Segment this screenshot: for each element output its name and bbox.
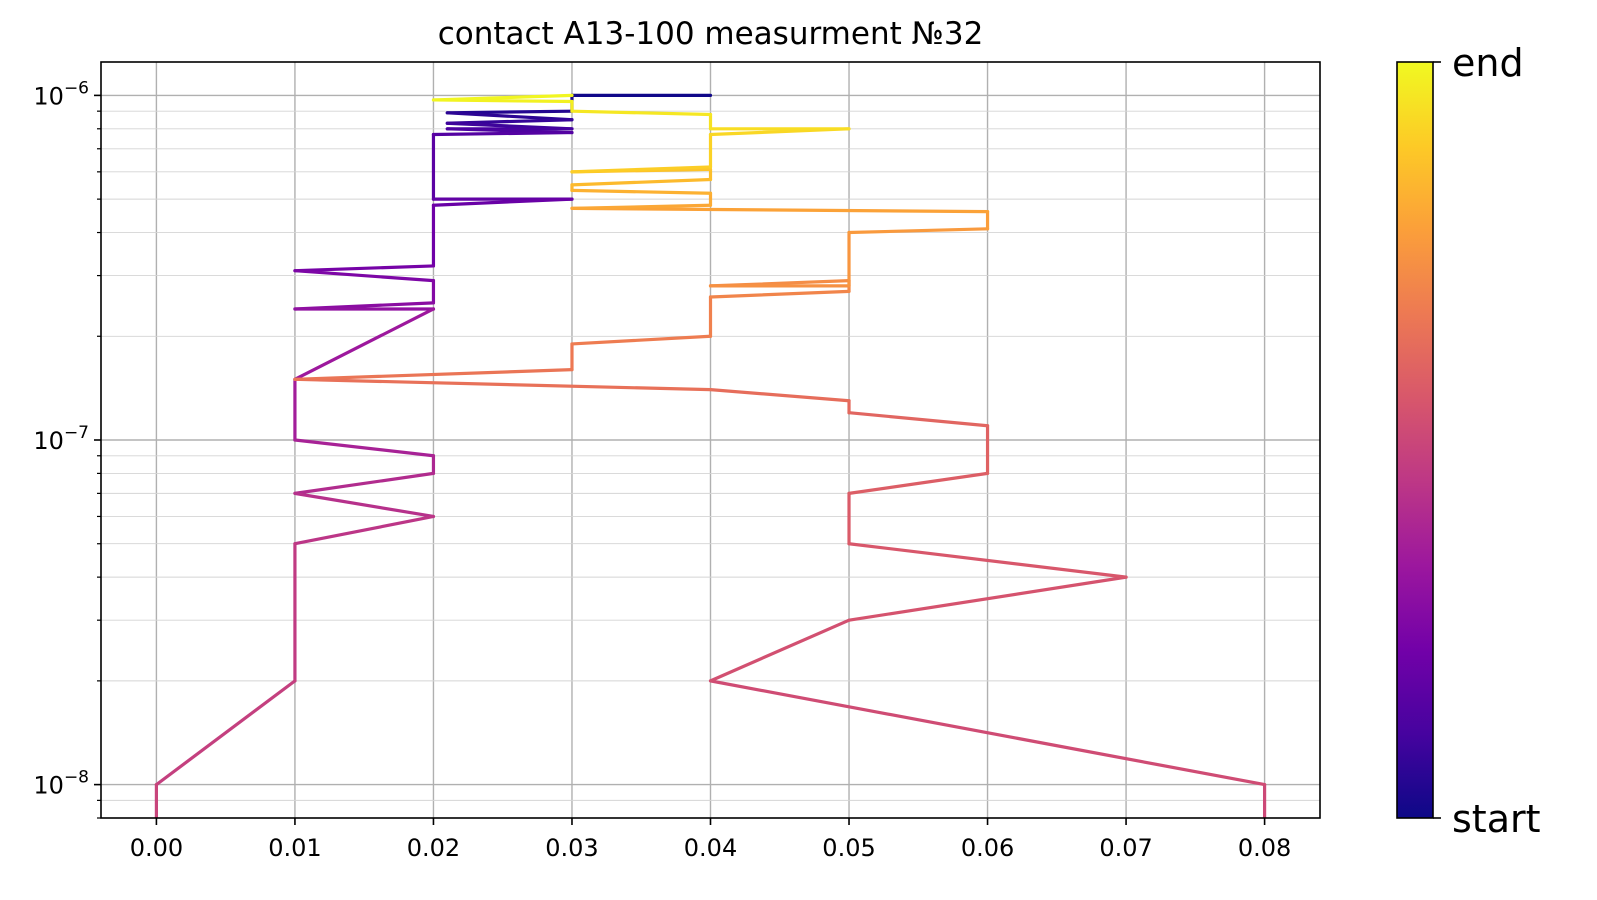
series-segment [431,130,574,137]
series-segment [293,438,436,458]
series-segment [293,491,436,519]
series-segment [293,307,436,381]
series-segment [431,93,574,102]
series-segment [847,471,990,495]
series-line-2 [293,93,1267,818]
series-segment [708,289,851,299]
chart-title: contact A13-100 measurment №32 [438,16,984,52]
series-segment [154,679,297,787]
series-segment [570,109,713,117]
y-axis: 10−8 10−7 10−6 [33,78,101,819]
series-segment [570,206,990,214]
x-tick-label: 0.07 [1099,834,1152,862]
series-segment [570,203,713,210]
series-segment [570,334,713,346]
series-segment [708,388,851,403]
series-segment [293,514,436,546]
x-tick-label: 0.04 [684,834,737,862]
x-tick-label: 0.06 [961,834,1014,862]
series-segment [293,269,436,283]
colorbar-label-end: end [1452,41,1524,85]
series-segment [293,264,436,273]
y-tick-label: 10−8 [33,768,89,800]
y-tick-label: 10−7 [33,423,89,455]
colorbar-gradient [1396,61,1434,819]
x-tick-label: 0.03 [545,834,598,862]
series-segment [293,471,436,495]
x-tick-label: 0.01 [268,834,321,862]
series-segment [708,679,1267,787]
series-segment [847,227,990,235]
series-segment [847,575,1128,622]
y-tick-label: 10−6 [33,78,89,110]
x-tick-label: 0.02 [407,834,460,862]
series-segment [847,411,990,428]
series-lines [154,93,1267,818]
x-tick-label: 0.00 [130,834,183,862]
series-segment [708,618,851,683]
x-axis: 0.00 0.01 0.02 0.03 0.04 0.05 0.06 0.07 0.08 [130,818,1291,862]
series-segment [293,377,713,392]
series-line-1 [154,93,713,818]
series-segment [293,368,574,381]
series-segment [431,197,574,207]
series-segment [570,177,713,187]
series-segment [847,542,1128,579]
series-segment [570,165,713,174]
colorbar: end start [1396,41,1541,841]
series-segment [570,188,713,195]
series-segment [445,111,574,122]
colorbar-label-start: start [1452,797,1541,841]
x-tick-label: 0.05 [822,834,875,862]
x-tick-label: 0.08 [1238,834,1291,862]
